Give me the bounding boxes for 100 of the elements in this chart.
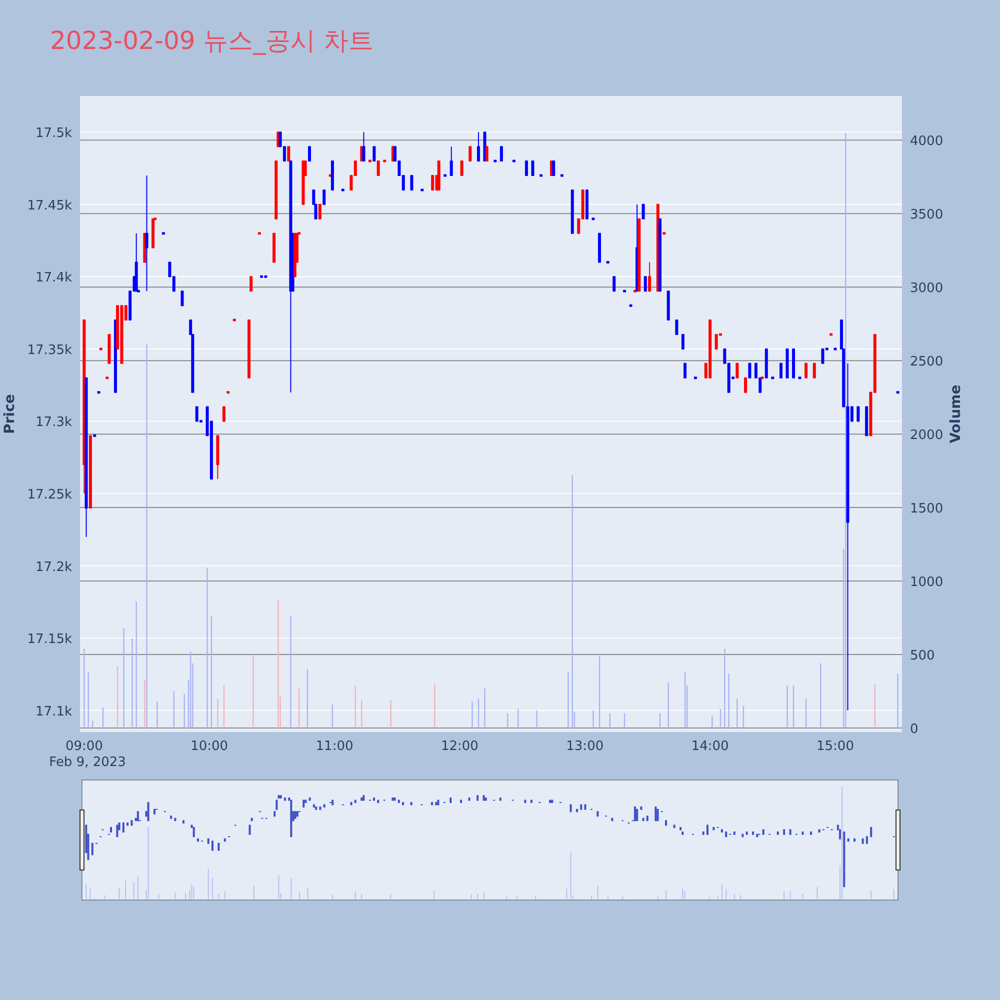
candlestick	[308, 146, 311, 162]
candlestick	[437, 160, 440, 190]
candlestick	[260, 275, 264, 278]
candlestick	[152, 218, 155, 248]
candlestick	[598, 232, 601, 263]
candlestick	[247, 320, 250, 378]
candlestick	[341, 188, 344, 192]
y2-tick-label: 1000	[910, 575, 944, 590]
candlestick	[552, 160, 556, 176]
y-tick-label: 17.25k	[27, 488, 72, 502]
candlestick	[106, 376, 109, 380]
candlestick	[330, 160, 334, 190]
candlestick	[82, 320, 86, 494]
candlestick	[798, 376, 802, 380]
candlestick	[834, 348, 837, 350]
x-tick-label: 12:00	[440, 739, 478, 754]
candlestick	[662, 232, 666, 235]
candlestick	[120, 305, 124, 364]
candlestick	[272, 232, 276, 263]
candlestick	[512, 160, 516, 162]
y2-tick-label: 0	[910, 722, 918, 738]
y-tick-label: 17.5k	[36, 126, 72, 142]
candlestick	[226, 391, 230, 394]
candlestick	[460, 160, 464, 176]
x-tick-label: 13:00	[566, 739, 604, 754]
candlestick	[93, 434, 96, 437]
candlestick	[540, 174, 543, 177]
candlestick	[250, 276, 253, 292]
candlestick	[658, 218, 662, 292]
candlestick	[606, 260, 610, 264]
candlestick	[222, 406, 226, 422]
y2-tick-label: 2500	[910, 354, 944, 370]
candlestick	[258, 232, 261, 235]
candlestick	[500, 146, 503, 162]
candlestick	[485, 146, 488, 162]
y2-tick-label: 3000	[910, 281, 944, 296]
candlestick	[748, 362, 752, 378]
y2-axis-title: Volume	[948, 384, 964, 444]
candlestick	[760, 376, 764, 380]
y2-tick-label: 3500	[910, 208, 944, 223]
candlestick	[642, 204, 645, 220]
candlestick	[736, 362, 739, 378]
candlestick	[450, 146, 453, 176]
candlestick	[764, 348, 768, 378]
candlestick	[638, 218, 641, 292]
candlestick	[444, 174, 447, 177]
chart-title: 2023-02-09 뉴스_공시 차트	[50, 26, 374, 55]
candlestick	[812, 362, 816, 378]
candlestick	[476, 132, 480, 162]
candlestick	[623, 290, 626, 292]
y-tick-label: 17.45k	[27, 198, 72, 214]
candlestick	[629, 304, 632, 307]
candlestick	[162, 232, 165, 235]
candlestick	[865, 406, 868, 436]
candlestick	[792, 348, 796, 378]
y-tick-label: 17.2k	[36, 560, 72, 575]
candlestick	[289, 160, 292, 393]
candlestick	[779, 362, 782, 378]
candlestick	[287, 146, 290, 162]
candlestick	[99, 348, 102, 350]
candlestick	[318, 204, 322, 220]
candlestick	[232, 318, 236, 322]
y-tick-label: 17.1k	[36, 704, 72, 720]
candlestick	[648, 262, 652, 292]
candlestick	[570, 189, 574, 234]
candlestick	[322, 189, 326, 205]
y-axis-title: Price	[2, 394, 18, 434]
candlestick	[786, 348, 789, 378]
candlestick	[383, 160, 386, 162]
candlestick	[97, 391, 100, 394]
candlestick	[145, 175, 148, 292]
candlestick	[376, 160, 380, 176]
candlestick	[134, 232, 138, 292]
candlestick	[108, 334, 111, 364]
candlestick	[644, 276, 647, 292]
y-tick-label: 17.3k	[36, 415, 72, 430]
candlestick	[714, 334, 718, 350]
candlestick	[666, 290, 670, 321]
y2-tick-label: 4000	[910, 134, 944, 150]
candlestick	[560, 174, 564, 177]
candlestick	[804, 362, 808, 378]
candlestick	[216, 435, 220, 480]
candlestick	[744, 377, 748, 393]
candlestick	[585, 189, 588, 220]
candlestick	[372, 146, 376, 162]
candlestick	[494, 160, 497, 162]
candlestick	[84, 377, 88, 538]
candlestick	[856, 406, 860, 422]
candlestick	[708, 320, 712, 378]
candlestick	[694, 376, 697, 380]
x-tick-label: 15:00	[816, 739, 854, 754]
candlestick	[431, 175, 434, 190]
candlestick	[468, 146, 472, 162]
candlestick	[681, 334, 684, 350]
candlestick	[368, 160, 372, 162]
candlestick	[362, 132, 366, 162]
x-tick-label: 10:00	[190, 739, 228, 754]
candlestick	[896, 391, 900, 394]
candlestick	[771, 376, 774, 380]
x-tick-label: 11:00	[316, 739, 354, 754]
